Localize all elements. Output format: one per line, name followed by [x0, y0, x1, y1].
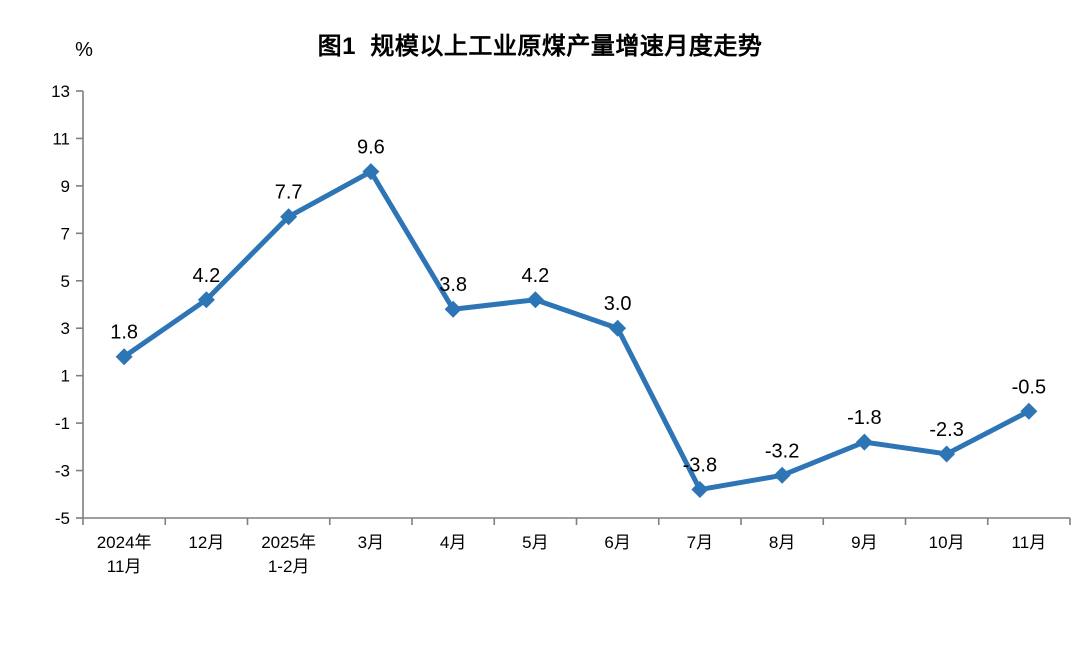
data-point-label: -2.3 [929, 419, 963, 441]
x-axis-tick-label: 10月 [929, 533, 965, 552]
data-point-label: -0.5 [1012, 376, 1046, 398]
data-point-label: -3.2 [765, 440, 799, 462]
x-axis-tick-label: 5月 [522, 533, 548, 552]
y-axis-tick-label: 7 [61, 224, 70, 243]
data-point-label: 9.6 [357, 137, 385, 159]
y-axis-tick-label: 13 [51, 82, 70, 101]
data-point-label: 3.8 [439, 274, 467, 296]
data-point-label: 4.2 [192, 265, 220, 287]
x-axis-tick-label: 12月 [188, 533, 224, 552]
data-point-label: 4.2 [521, 265, 549, 287]
data-point-label: -3.8 [683, 455, 717, 477]
y-axis-unit-label: % [75, 39, 93, 61]
y-axis-tick-label: 1 [61, 367, 70, 386]
data-point-label: 7.7 [275, 182, 303, 204]
data-point-marker [362, 163, 380, 181]
data-point-marker [1020, 402, 1038, 420]
data-point-label: 1.8 [110, 322, 138, 344]
data-point-marker [773, 466, 791, 484]
y-axis-tick-label: -5 [55, 509, 70, 528]
data-point-label: 3.0 [604, 293, 632, 315]
data-point-marker [197, 291, 215, 309]
x-axis-tick-label: 2025年 1-2月 [261, 533, 316, 576]
x-axis-tick-label: 11月 [1012, 533, 1047, 552]
data-point-marker [855, 433, 873, 451]
x-axis-tick-label: 3月 [358, 533, 384, 552]
chart-title: 图1 规模以上工业原煤产量增速月度走势 [317, 33, 763, 60]
y-axis-tick-label: -3 [55, 462, 70, 481]
data-point-marker [691, 481, 709, 499]
x-axis-tick-label: 2024年 11月 [97, 533, 152, 576]
x-axis-tick-label: 7月 [687, 533, 713, 552]
data-series-line [121, 169, 1032, 493]
y-axis-tick-label: 9 [61, 177, 70, 196]
data-point-marker [444, 300, 462, 318]
data-point-marker [526, 291, 544, 309]
y-axis-tick-label: -1 [55, 414, 70, 433]
x-axis-tick-label: 9月 [851, 533, 877, 552]
x-axis-tick-label: 8月 [769, 533, 795, 552]
data-point-marker [938, 445, 956, 463]
data-point-marker [115, 348, 133, 366]
data-point-marker [609, 319, 627, 337]
y-axis-tick-label: 3 [61, 319, 70, 338]
y-axis-tick-label: 5 [61, 272, 70, 291]
y-axis-tick-label: 11 [52, 129, 70, 148]
x-axis-tick-label: 6月 [604, 533, 630, 552]
data-point-marker [280, 208, 298, 226]
data-point-label: -1.8 [847, 407, 881, 429]
x-axis-tick-label: 4月 [440, 533, 466, 552]
